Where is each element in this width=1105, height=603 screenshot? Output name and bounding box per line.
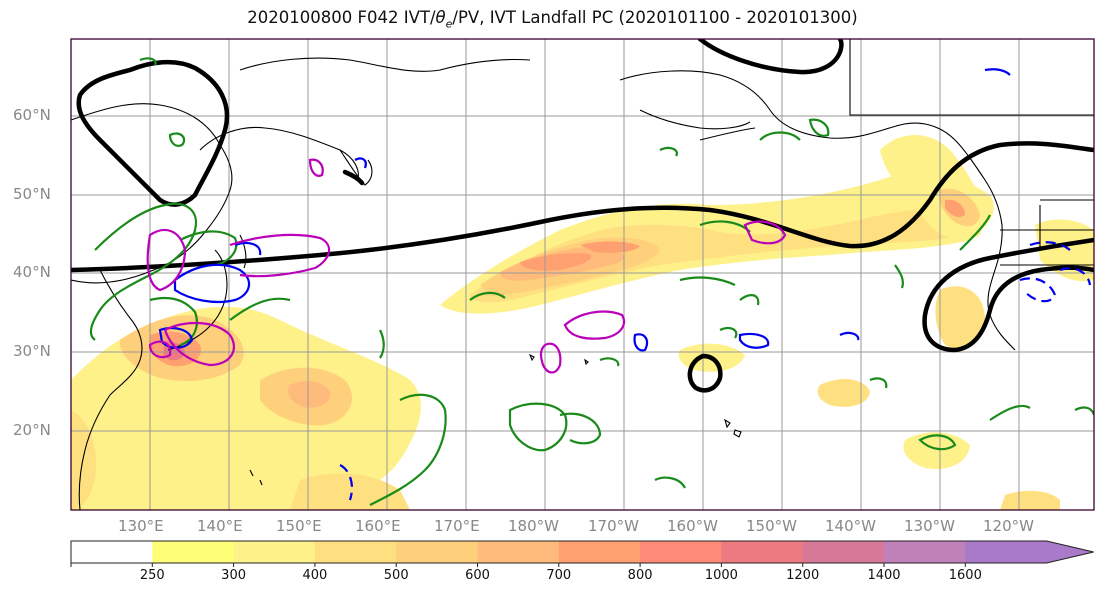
- colorbar-segment: [640, 541, 722, 563]
- colorbar-segment: [802, 541, 885, 563]
- colorbar-outline: [70, 540, 1094, 564]
- colorbar: [70, 540, 1094, 567]
- lon-label-120w: 120°W: [983, 517, 1034, 535]
- theta-e-contours: [89, 57, 1094, 506]
- lat-label-40n: 40°N: [13, 263, 51, 281]
- colorbar-level-label: 500: [383, 568, 409, 583]
- colorbar-level-label: 800: [627, 568, 653, 583]
- colorbar-level-label: 1000: [704, 568, 738, 583]
- colorbar-level-label: 600: [465, 568, 490, 583]
- lat-label-20n: 20°N: [13, 421, 51, 439]
- ivt-filled-contours: [71, 135, 1094, 510]
- colorbar-level-label: 300: [221, 568, 247, 583]
- lon-label-130w: 130°W: [904, 517, 955, 535]
- lon-label-140e: 140°E: [197, 517, 243, 535]
- colorbar-segment: [477, 541, 560, 563]
- colorbar-segment: [396, 541, 478, 563]
- lon-label-150w: 150°W: [746, 517, 797, 535]
- colorbar-segment: [558, 541, 641, 563]
- colorbar-segment: [233, 541, 316, 563]
- lat-label-60n: 60°N: [13, 106, 51, 124]
- colorbar-segment: [884, 541, 966, 563]
- colorbar-segment: [71, 541, 153, 563]
- lon-label-170e: 170°E: [434, 517, 480, 535]
- colorbar-segment: [314, 541, 397, 563]
- colorbar-segment: [152, 541, 235, 563]
- lon-label-170w: 170°W: [588, 517, 639, 535]
- colorbar-segment: [721, 541, 804, 563]
- lon-label-150e: 150°E: [276, 517, 322, 535]
- map-frame: [70, 38, 1095, 511]
- colorbar-level-label: 700: [546, 568, 572, 583]
- lon-label-180w: 180°W: [508, 517, 559, 535]
- lat-label-30n: 30°N: [13, 342, 51, 360]
- colorbar-level-label: 1600: [948, 568, 982, 583]
- lon-label-130e: 130°E: [118, 517, 164, 535]
- colorbar-level-label: 400: [302, 568, 328, 583]
- lon-label-160w: 160°W: [667, 517, 718, 535]
- lon-label-160e: 160°E: [355, 517, 401, 535]
- ivt-landfall-contour: [71, 39, 1094, 393]
- colorbar-level-label: 250: [139, 568, 165, 583]
- colorbar-extend-arrow: [965, 541, 1094, 563]
- lon-label-140w: 140°W: [825, 517, 876, 535]
- chart-title: 2020100800 F042 IVT/θe/PV, IVT Landfall …: [247, 8, 858, 31]
- lat-label-50n: 50°N: [13, 185, 51, 203]
- colorbar-level-label: 1400: [867, 568, 901, 583]
- coastlines: [71, 39, 1094, 510]
- pv-contours-magenta: [146, 158, 787, 374]
- colorbar-level-label: 1200: [786, 568, 820, 583]
